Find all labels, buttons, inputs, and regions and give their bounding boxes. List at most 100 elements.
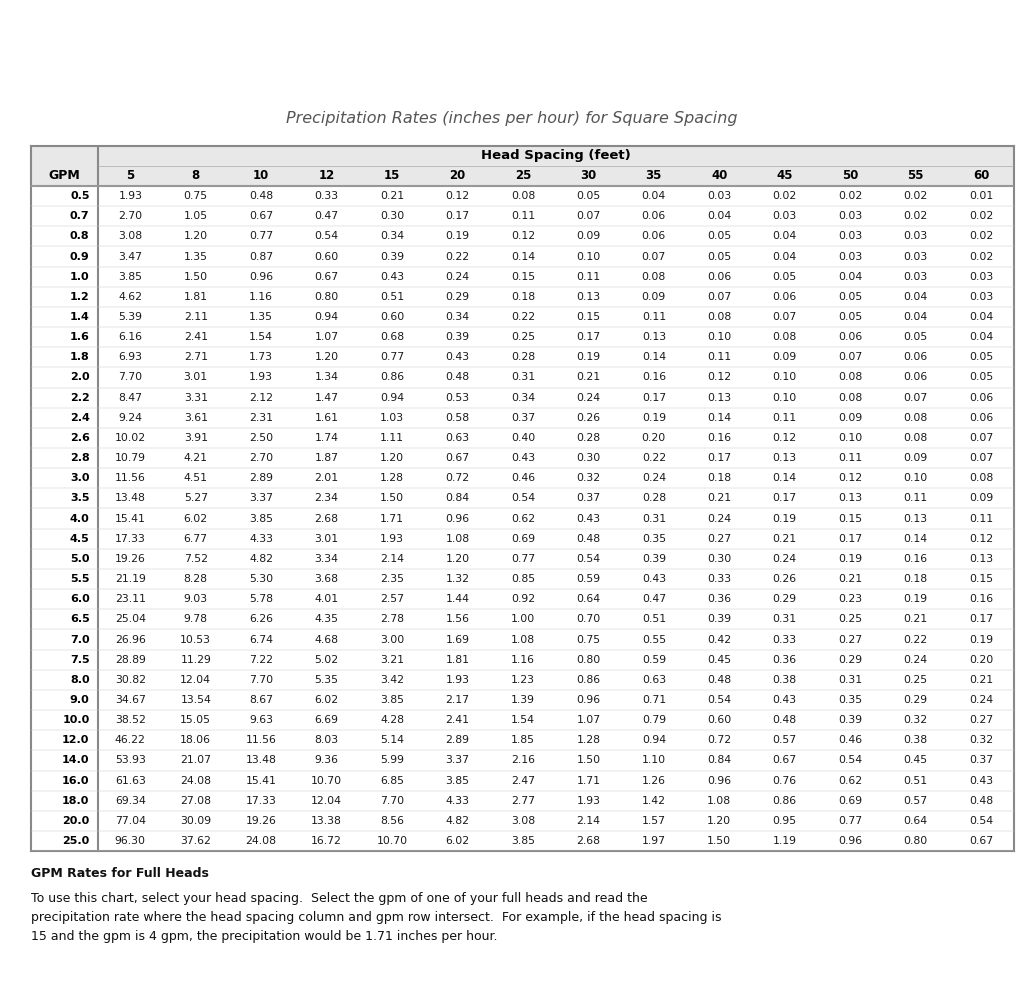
Text: 0.60: 0.60 (708, 715, 731, 725)
Text: 2.35: 2.35 (380, 574, 404, 584)
Text: 2.8: 2.8 (70, 453, 89, 463)
Text: 1.07: 1.07 (314, 333, 339, 342)
Text: 1.05: 1.05 (183, 212, 208, 221)
Text: 2.12: 2.12 (249, 393, 273, 402)
Text: 0.16: 0.16 (969, 594, 993, 604)
Text: 0.94: 0.94 (642, 735, 666, 745)
Text: 1.44: 1.44 (445, 594, 469, 604)
Text: 4.5: 4.5 (70, 533, 89, 544)
Text: 0.31: 0.31 (838, 675, 862, 685)
Text: 1.71: 1.71 (577, 775, 600, 785)
Text: 1.26: 1.26 (642, 775, 666, 785)
Text: 0.16: 0.16 (642, 373, 666, 383)
Text: 12.04: 12.04 (180, 675, 211, 685)
Text: 0.11: 0.11 (511, 212, 535, 221)
Text: 0.27: 0.27 (969, 715, 993, 725)
Text: 1.93: 1.93 (119, 191, 142, 201)
Text: 0.43: 0.43 (577, 514, 600, 523)
Text: 1.50: 1.50 (708, 836, 731, 846)
Text: 0.05: 0.05 (708, 252, 731, 262)
Text: 0.63: 0.63 (445, 433, 470, 443)
Text: 0.10: 0.10 (577, 252, 600, 262)
Text: 0.40: 0.40 (511, 433, 536, 443)
Text: 5.14: 5.14 (380, 735, 404, 745)
Text: 0.9: 0.9 (70, 252, 89, 262)
Text: 0.62: 0.62 (511, 514, 535, 523)
Text: 25: 25 (515, 169, 531, 182)
Text: 0.57: 0.57 (903, 796, 928, 806)
Text: 0.17: 0.17 (773, 493, 797, 504)
Text: 7.0: 7.0 (70, 635, 89, 645)
Text: 0.43: 0.43 (445, 352, 470, 362)
Text: 0.46: 0.46 (838, 735, 862, 745)
Text: 2.71: 2.71 (183, 352, 208, 362)
Text: 9.78: 9.78 (183, 614, 208, 624)
Text: 53.93: 53.93 (115, 756, 145, 766)
Text: 0.47: 0.47 (314, 212, 339, 221)
Text: 0.55: 0.55 (642, 635, 666, 645)
Text: 20: 20 (450, 169, 466, 182)
Text: 2.77: 2.77 (511, 796, 535, 806)
Text: 10.70: 10.70 (377, 836, 408, 846)
Text: 0.37: 0.37 (511, 412, 535, 423)
Text: 0.51: 0.51 (642, 614, 666, 624)
Text: 0.08: 0.08 (903, 433, 928, 443)
Text: 0.18: 0.18 (903, 574, 928, 584)
Text: 2.2: 2.2 (70, 393, 89, 402)
Text: 5.27: 5.27 (183, 493, 208, 504)
Text: 96.30: 96.30 (115, 836, 145, 846)
Text: 0.68: 0.68 (380, 333, 404, 342)
Text: 46.22: 46.22 (115, 735, 145, 745)
Text: 1.81: 1.81 (445, 654, 469, 664)
Text: 0.03: 0.03 (903, 252, 928, 262)
Text: 0.16: 0.16 (903, 554, 928, 564)
Text: 0.69: 0.69 (838, 796, 862, 806)
Text: 0.39: 0.39 (708, 614, 731, 624)
Text: 34.67: 34.67 (115, 695, 145, 705)
Text: 1.8: 1.8 (70, 352, 89, 362)
Text: 0.18: 0.18 (511, 292, 535, 302)
Text: 3.47: 3.47 (119, 252, 142, 262)
Text: 10.79: 10.79 (115, 453, 145, 463)
Text: 4.68: 4.68 (314, 635, 339, 645)
Text: 2.0: 2.0 (70, 373, 89, 383)
Text: 0.53: 0.53 (445, 393, 470, 402)
Text: 0.05: 0.05 (903, 333, 928, 342)
Text: 69.34: 69.34 (115, 796, 145, 806)
Text: 6.93: 6.93 (119, 352, 142, 362)
Text: 19.26: 19.26 (115, 554, 145, 564)
Text: 0.01: 0.01 (969, 191, 993, 201)
Text: 1.08: 1.08 (445, 533, 470, 544)
Text: 0.18: 0.18 (708, 473, 731, 483)
Text: 0.10: 0.10 (772, 393, 797, 402)
Text: 19.26: 19.26 (246, 816, 276, 826)
Text: 0.08: 0.08 (838, 373, 862, 383)
Text: 0.33: 0.33 (708, 574, 731, 584)
Text: 0.11: 0.11 (838, 453, 862, 463)
Text: 0.19: 0.19 (773, 514, 797, 523)
Text: 0.96: 0.96 (838, 836, 862, 846)
Text: 1.6: 1.6 (70, 333, 89, 342)
Text: To use this chart, select your head spacing.  Select the gpm of one of your full: To use this chart, select your head spac… (31, 892, 721, 944)
Text: 60: 60 (973, 169, 989, 182)
Text: 37.62: 37.62 (180, 836, 211, 846)
Text: 0.10: 0.10 (903, 473, 928, 483)
Text: 0.54: 0.54 (577, 554, 600, 564)
Text: 0.02: 0.02 (838, 191, 862, 201)
Text: 0.04: 0.04 (708, 212, 731, 221)
Text: 0.04: 0.04 (772, 252, 797, 262)
Text: 0.58: 0.58 (445, 412, 470, 423)
Text: 0.37: 0.37 (969, 756, 993, 766)
Text: 1.69: 1.69 (445, 635, 469, 645)
Text: 0.07: 0.07 (838, 352, 862, 362)
Text: 0.33: 0.33 (773, 635, 797, 645)
Text: 0.15: 0.15 (969, 574, 993, 584)
Text: 0.77: 0.77 (838, 816, 862, 826)
Text: 0.07: 0.07 (903, 393, 928, 402)
Text: 0.14: 0.14 (642, 352, 666, 362)
Text: 0.14: 0.14 (903, 533, 928, 544)
Text: 0.08: 0.08 (772, 333, 797, 342)
Text: 0.24: 0.24 (708, 514, 731, 523)
Text: 1.71: 1.71 (380, 514, 404, 523)
Text: 0.10: 0.10 (708, 333, 731, 342)
